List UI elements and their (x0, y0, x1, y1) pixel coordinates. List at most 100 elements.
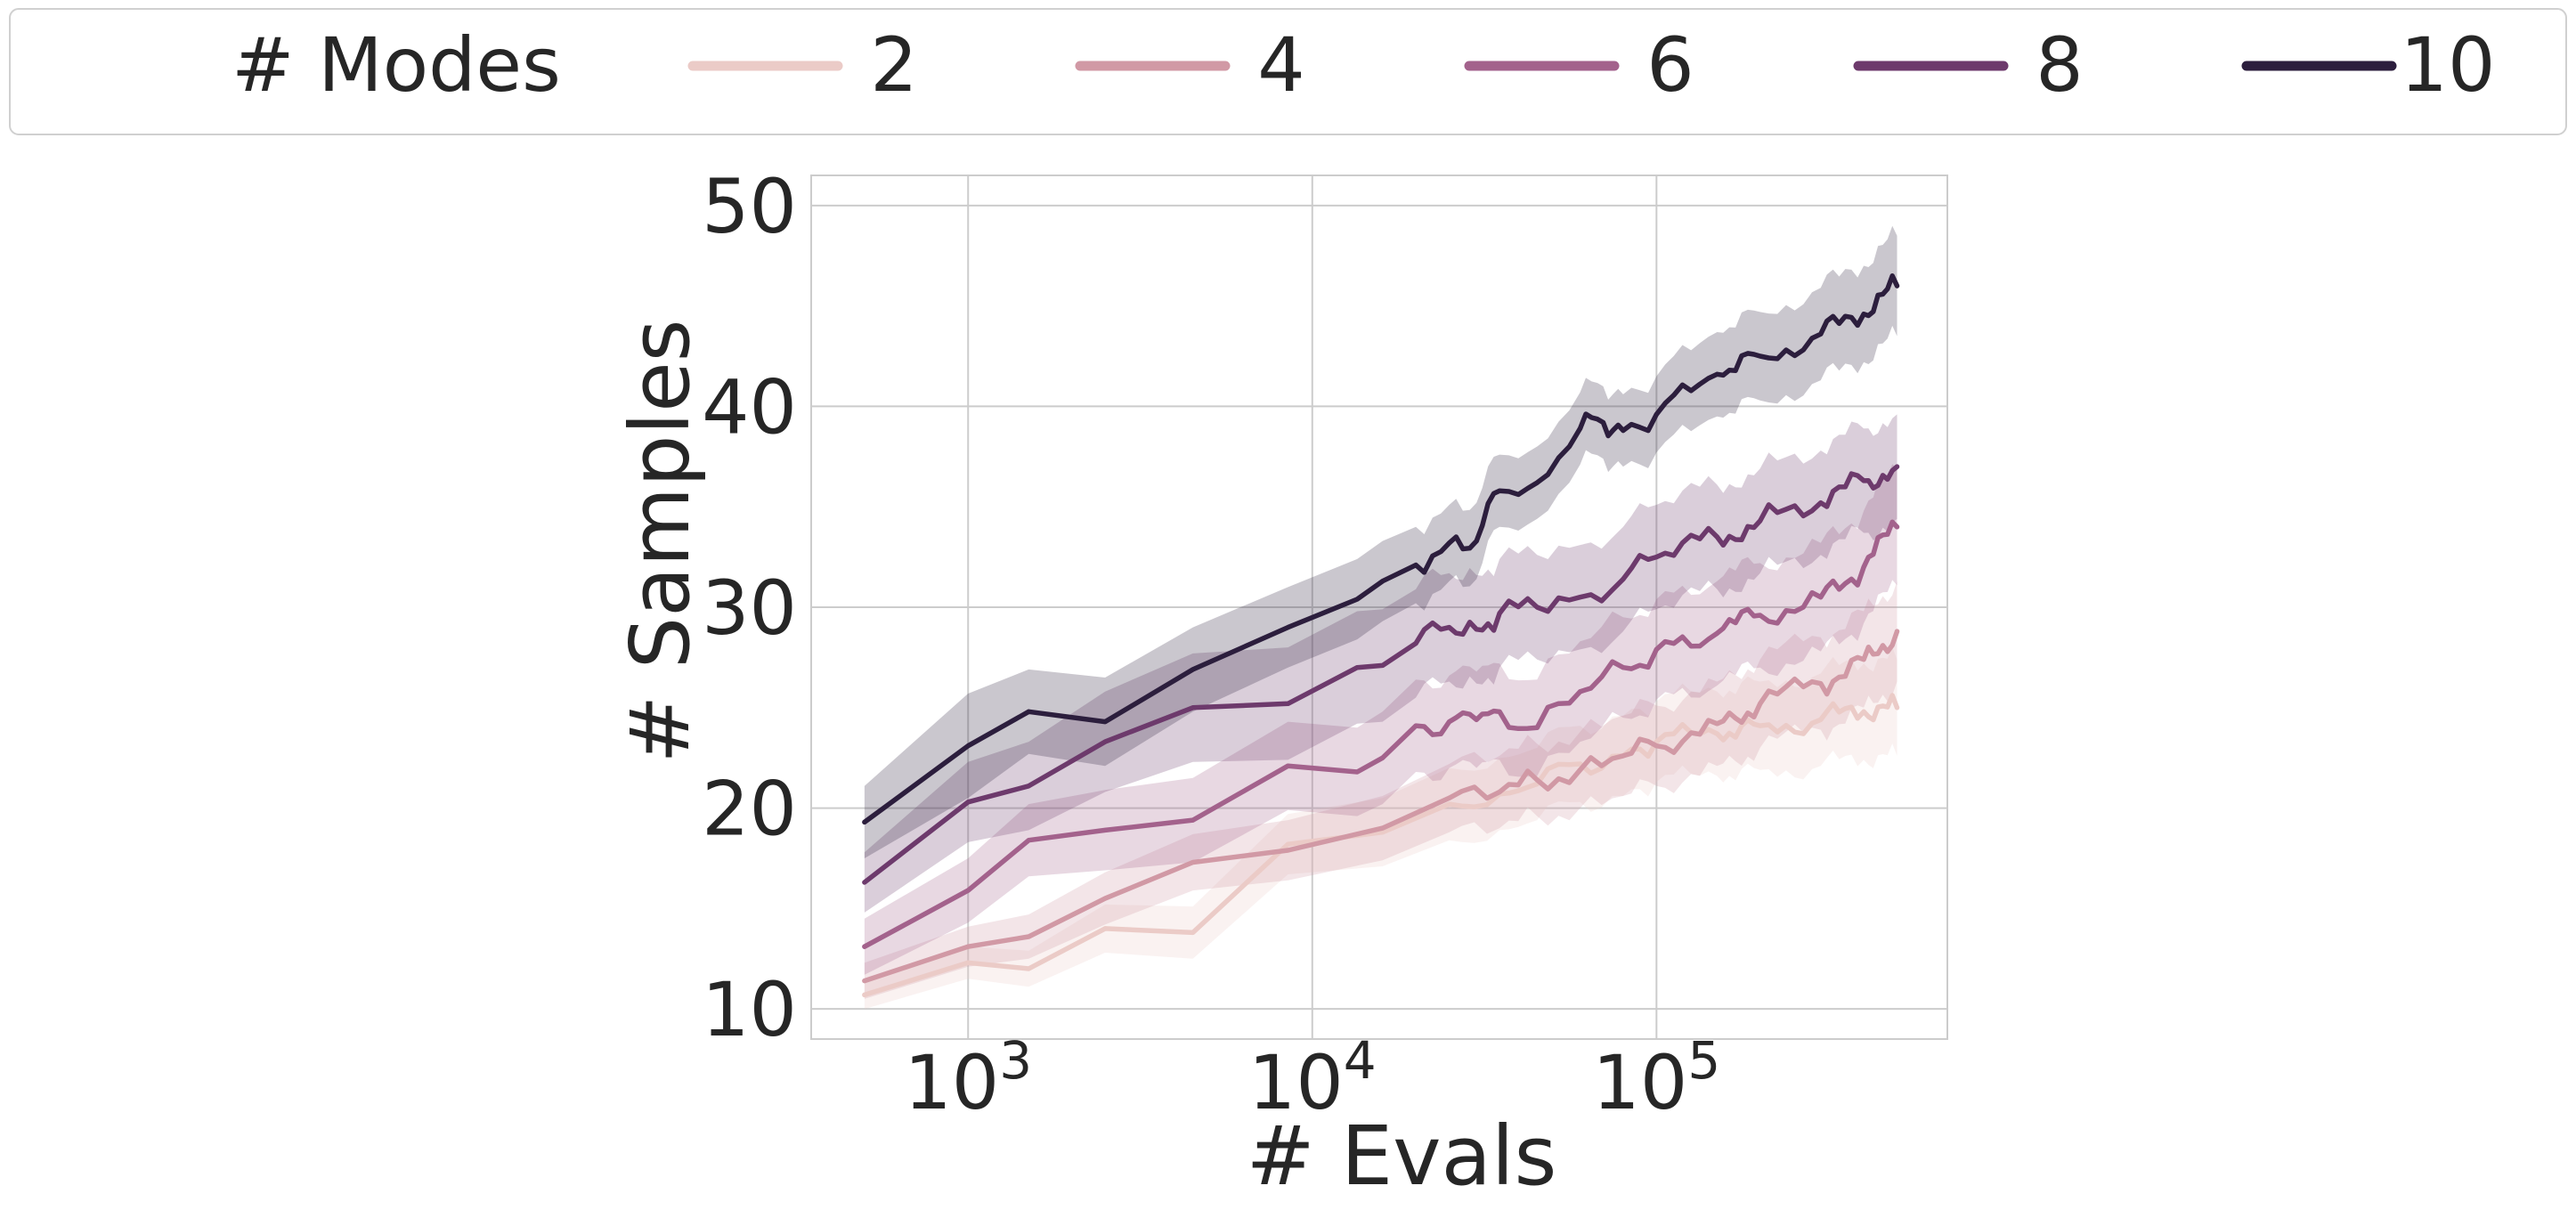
point-modes-2-1 (965, 960, 971, 965)
point-modes-10-12 (1447, 540, 1452, 546)
point-modes-4-23 (1621, 753, 1626, 759)
legend-title: # Modes (232, 21, 561, 109)
point-modes-4-4 (1190, 860, 1196, 865)
point-modes-2-4 (1190, 930, 1196, 935)
point-modes-8-71 (1895, 464, 1899, 469)
point-modes-4-0 (862, 979, 867, 984)
legend-frame (9, 8, 2567, 135)
point-modes-4-1 (965, 944, 971, 949)
point-modes-6-16 (1474, 717, 1479, 722)
point-modes-8-3 (1102, 739, 1108, 744)
point-modes-8-12 (1447, 625, 1452, 630)
point-modes-2-5 (1286, 841, 1290, 847)
legend-entries: 2 4 6 8 10 (687, 21, 2496, 109)
point-modes-4-55 (1861, 657, 1866, 662)
line-modes-6 (862, 519, 1900, 949)
point-modes-8-4 (1190, 705, 1196, 711)
point-modes-8-1 (965, 800, 971, 805)
point-modes-2-48 (1818, 717, 1824, 722)
y-tick-label-2: 30 (702, 564, 797, 652)
point-modes-4-3 (1102, 896, 1108, 901)
point-modes-10-3 (1102, 719, 1108, 725)
plot-area (810, 175, 1948, 1040)
point-modes-4-34 (1714, 721, 1719, 727)
band-modes-6 (864, 464, 1897, 975)
point-modes-6-4 (1190, 817, 1196, 823)
point-modes-2-62 (1895, 705, 1899, 711)
point-modes-2-7 (1447, 801, 1452, 807)
point-modes-8-20 (1497, 611, 1502, 616)
point-modes-10-0 (862, 819, 867, 824)
plot-frame (810, 175, 1948, 1040)
point-modes-6-24 (1534, 725, 1540, 730)
point-modes-2-0 (862, 992, 867, 997)
point-modes-2-41 (1758, 723, 1763, 728)
line-modes-4 (862, 629, 1900, 984)
point-modes-2-55 (1861, 709, 1866, 714)
point-modes-4-15 (1534, 777, 1540, 783)
point-modes-4-27 (1654, 743, 1659, 749)
point-modes-10-1 (965, 743, 971, 749)
point-modes-6-64 (1861, 564, 1866, 570)
point-modes-6-57 (1818, 595, 1824, 600)
point-modes-8-28 (1578, 595, 1583, 600)
point-modes-8-32 (1621, 576, 1626, 581)
point-modes-10-24 (1534, 480, 1540, 485)
point-modes-6-71 (1895, 524, 1899, 530)
point-modes-10-47 (1714, 371, 1719, 377)
point-modes-10-20 (1497, 488, 1502, 493)
legend: # Modes 2 4 6 8 10 (9, 8, 2567, 135)
point-modes-8-24 (1534, 605, 1540, 610)
point-modes-10-4 (1190, 667, 1196, 672)
point-modes-10-7 (1380, 579, 1386, 584)
point-modes-6-12 (1447, 719, 1452, 725)
point-modes-6-0 (862, 944, 867, 949)
band-modes-10 (864, 225, 1897, 858)
point-modes-6-28 (1578, 689, 1583, 694)
x-tick-labels: 103 104 105 (904, 1030, 1720, 1126)
y-tick-label-3: 40 (702, 363, 797, 451)
point-modes-6-8 (1413, 723, 1418, 728)
point-modes-10-54 (1758, 353, 1763, 359)
series-lines (862, 273, 1900, 998)
point-modes-10-6 (1354, 597, 1360, 602)
legend-label-modes-2: 2 (870, 21, 917, 109)
point-modes-10-68 (1861, 312, 1866, 317)
point-modes-10-2 (1026, 709, 1031, 714)
point-modes-10-16 (1474, 539, 1479, 544)
point-modes-10-8 (1413, 563, 1418, 568)
y-tick-label-4: 50 (702, 163, 797, 250)
point-modes-6-3 (1102, 827, 1108, 832)
point-modes-8-50 (1758, 518, 1763, 524)
point-modes-4-2 (1026, 934, 1031, 939)
point-modes-8-36 (1654, 555, 1659, 560)
point-modes-2-6 (1380, 830, 1386, 835)
point-modes-6-50 (1758, 613, 1763, 618)
x-tick-label-2: 105 (1592, 1030, 1720, 1126)
point-modes-6-20 (1497, 709, 1502, 714)
point-modes-8-0 (862, 880, 867, 885)
point-modes-4-19 (1578, 767, 1583, 773)
point-modes-10-61 (1818, 331, 1824, 337)
point-modes-4-11 (1497, 790, 1502, 794)
point-modes-8-43 (1714, 534, 1719, 540)
point-modes-6-2 (1026, 838, 1031, 843)
point-modes-8-57 (1818, 500, 1824, 506)
point-modes-10-40 (1654, 411, 1659, 417)
point-modes-6-43 (1714, 630, 1719, 636)
point-modes-4-48 (1818, 681, 1824, 686)
point-modes-10-32 (1601, 420, 1605, 425)
point-modes-6-1 (965, 888, 971, 893)
point-modes-6-32 (1621, 665, 1626, 670)
point-modes-10-5 (1286, 625, 1290, 630)
y-tick-label-1: 20 (702, 766, 797, 853)
point-modes-6-5 (1286, 763, 1290, 768)
y-tick-label-0: 10 (702, 966, 797, 1053)
x-tick-label-1: 104 (1248, 1030, 1377, 1126)
line-modes-10 (862, 273, 1900, 825)
point-modes-2-34 (1714, 731, 1719, 736)
legend-label-modes-10: 10 (2401, 21, 2496, 109)
x-tick-label-0: 103 (904, 1030, 1032, 1126)
y-tick-labels: 10 20 30 40 50 (702, 163, 797, 1053)
point-modes-10-36 (1621, 428, 1626, 433)
